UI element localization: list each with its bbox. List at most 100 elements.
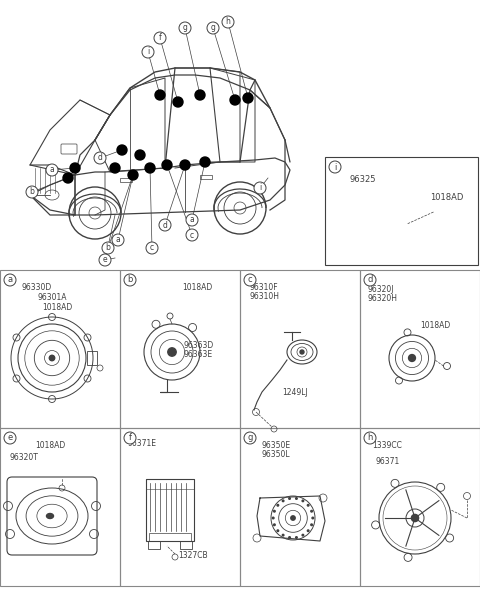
Text: 96320J: 96320J — [368, 285, 395, 294]
Circle shape — [307, 504, 309, 506]
Circle shape — [70, 163, 80, 173]
Circle shape — [135, 150, 145, 160]
Bar — [180, 541, 192, 549]
Circle shape — [195, 90, 205, 100]
Circle shape — [274, 524, 275, 525]
Text: 1018AD: 1018AD — [42, 303, 72, 312]
Circle shape — [168, 348, 176, 356]
Circle shape — [408, 355, 416, 362]
Circle shape — [311, 524, 312, 525]
Circle shape — [159, 219, 171, 231]
Circle shape — [154, 32, 166, 44]
Text: 1018AD: 1018AD — [430, 193, 463, 201]
Circle shape — [411, 514, 419, 522]
Text: i: i — [259, 184, 261, 193]
Text: h: h — [226, 18, 230, 27]
Circle shape — [364, 274, 376, 286]
Text: 1249LJ: 1249LJ — [282, 388, 308, 397]
Text: g: g — [247, 434, 252, 442]
Circle shape — [145, 163, 155, 173]
Circle shape — [4, 432, 16, 444]
Circle shape — [230, 95, 240, 105]
Text: c: c — [248, 276, 252, 284]
Bar — [149, 533, 191, 541]
Circle shape — [26, 186, 38, 198]
Text: d: d — [97, 154, 102, 163]
Bar — [360, 428, 480, 586]
Circle shape — [4, 274, 16, 286]
Circle shape — [289, 498, 290, 499]
Text: a: a — [7, 276, 12, 284]
Text: 1327CB: 1327CB — [178, 551, 208, 560]
Bar — [87, 351, 97, 365]
Circle shape — [302, 534, 304, 536]
Circle shape — [186, 214, 198, 226]
Text: f: f — [158, 34, 161, 42]
Text: 96350E: 96350E — [262, 441, 291, 450]
Text: 96301A: 96301A — [37, 293, 67, 302]
Circle shape — [272, 517, 274, 519]
Text: 96310H: 96310H — [250, 292, 280, 301]
Circle shape — [311, 511, 312, 512]
Circle shape — [329, 161, 341, 173]
Circle shape — [274, 511, 275, 512]
Bar — [120, 428, 240, 586]
Text: 96371E: 96371E — [128, 439, 157, 448]
Text: e: e — [103, 256, 108, 264]
Circle shape — [128, 170, 138, 180]
Circle shape — [142, 46, 154, 58]
Text: 96320T: 96320T — [10, 453, 39, 462]
Bar — [379, 245, 395, 253]
Circle shape — [179, 22, 191, 34]
Circle shape — [162, 160, 172, 170]
Circle shape — [244, 274, 256, 286]
Text: b: b — [30, 187, 35, 197]
Circle shape — [207, 22, 219, 34]
Bar — [120, 270, 240, 428]
Circle shape — [173, 97, 183, 107]
Circle shape — [94, 152, 106, 164]
Text: f: f — [129, 434, 132, 442]
Text: 1018AD: 1018AD — [182, 283, 212, 292]
Text: 96330D: 96330D — [22, 283, 52, 292]
Text: e: e — [7, 434, 12, 442]
Circle shape — [146, 242, 158, 254]
Text: 1339CC: 1339CC — [372, 441, 402, 450]
Circle shape — [49, 355, 55, 360]
Text: d: d — [163, 220, 168, 230]
Text: 96371: 96371 — [375, 457, 399, 466]
Circle shape — [222, 16, 234, 28]
Circle shape — [291, 516, 295, 520]
Text: a: a — [49, 166, 54, 174]
Text: i: i — [334, 163, 336, 171]
Circle shape — [112, 234, 124, 246]
Circle shape — [296, 537, 297, 538]
Circle shape — [277, 530, 278, 531]
Circle shape — [63, 173, 73, 183]
Text: 96310F: 96310F — [250, 283, 278, 292]
Text: g: g — [211, 24, 216, 32]
Text: d: d — [367, 276, 372, 284]
Circle shape — [180, 160, 190, 170]
Text: g: g — [182, 24, 187, 32]
Text: b: b — [106, 243, 110, 253]
Circle shape — [282, 534, 284, 536]
Circle shape — [124, 274, 136, 286]
Circle shape — [99, 254, 111, 266]
Circle shape — [312, 517, 313, 519]
Bar — [148, 541, 160, 549]
Circle shape — [364, 432, 376, 444]
Text: 1018AD: 1018AD — [420, 321, 450, 330]
Circle shape — [302, 500, 304, 502]
Text: h: h — [367, 434, 372, 442]
Circle shape — [289, 537, 290, 538]
Bar — [0, 270, 120, 428]
Circle shape — [117, 145, 127, 155]
Circle shape — [300, 350, 304, 354]
Bar — [0, 428, 120, 586]
Bar — [200, 175, 212, 179]
Text: c: c — [150, 243, 154, 253]
Bar — [240, 270, 360, 428]
Circle shape — [46, 164, 58, 176]
Circle shape — [277, 504, 278, 506]
